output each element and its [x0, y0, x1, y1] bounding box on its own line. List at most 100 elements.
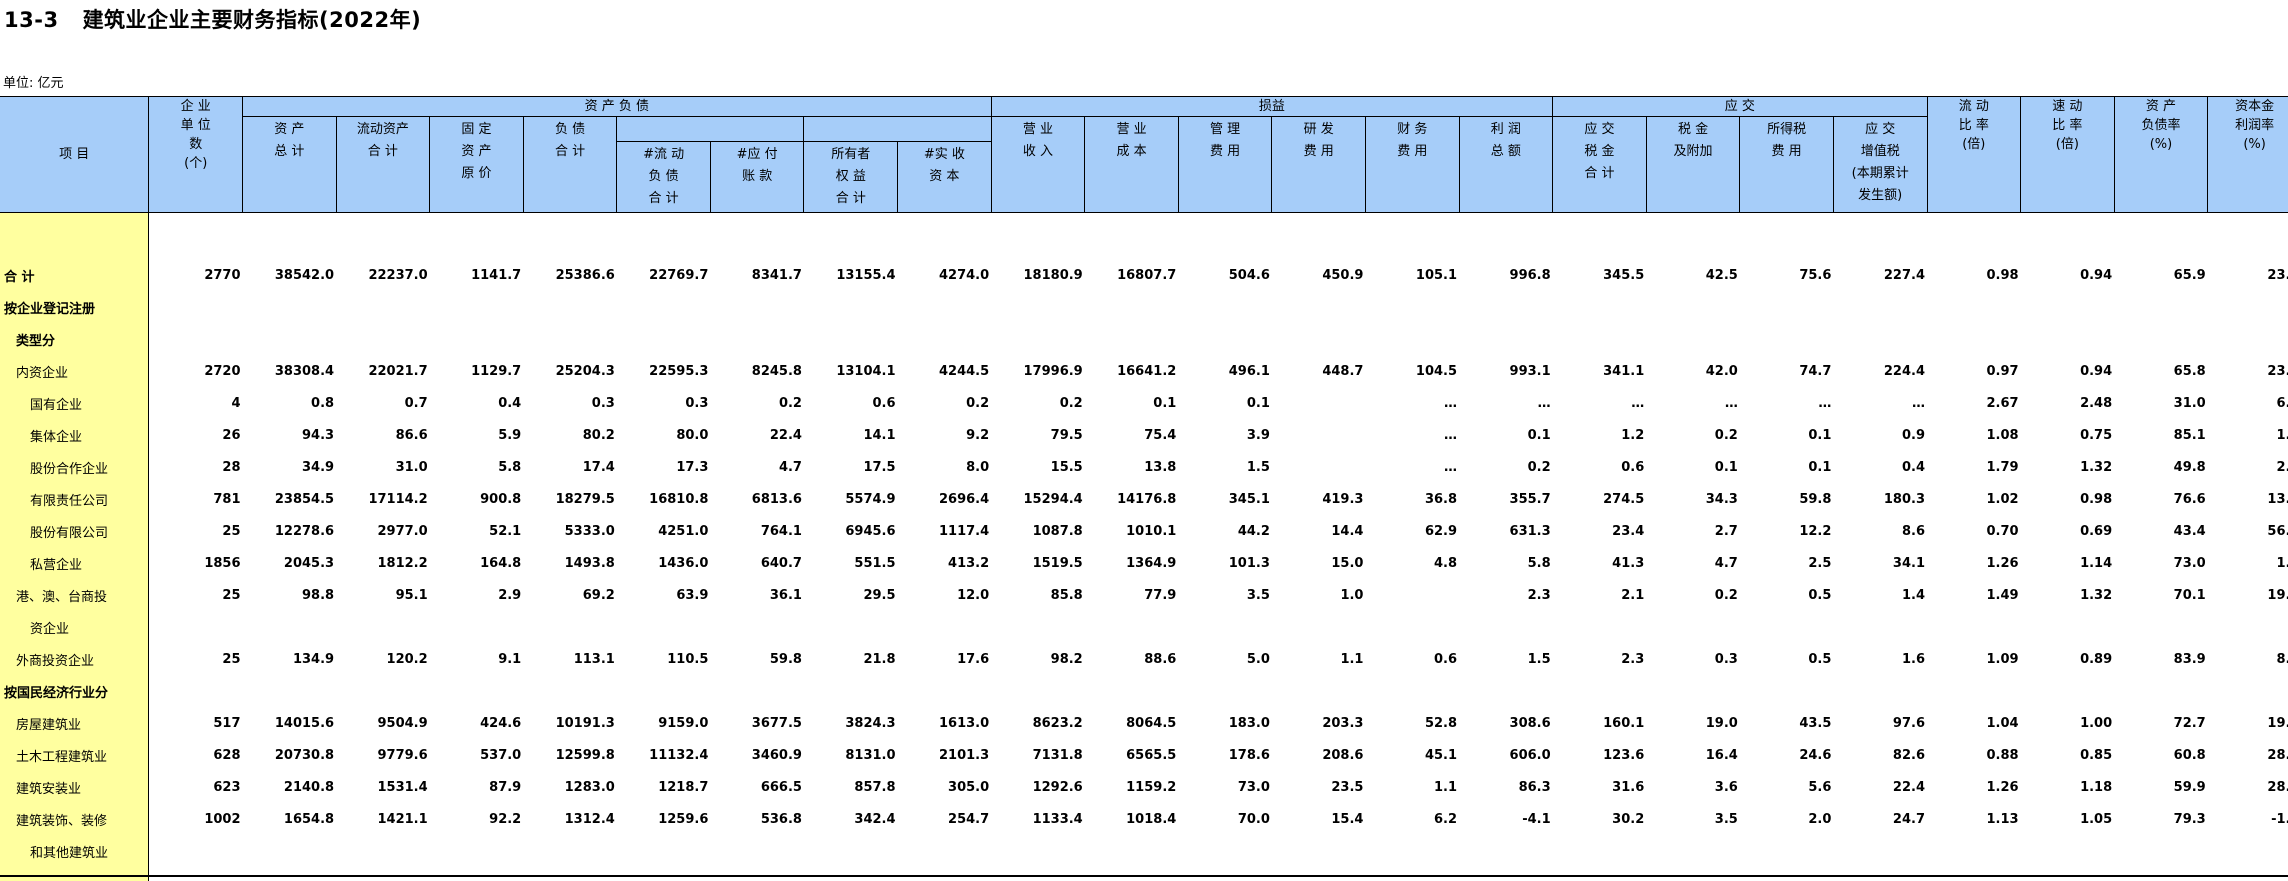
row-label: 私营企业 — [0, 547, 149, 579]
header-current-liabilities: #流 动 负 债 合 计 — [617, 142, 711, 213]
data-cell — [1553, 611, 1647, 643]
data-cell: 22021.7 — [336, 355, 430, 387]
data-cell — [710, 323, 804, 355]
data-cell — [617, 675, 711, 707]
data-cell: 0.69 — [2021, 515, 2115, 547]
data-cell — [1740, 611, 1834, 643]
data-cell: 0.1 — [1085, 387, 1179, 419]
data-cell — [1085, 323, 1179, 355]
data-cell: 80.0 — [617, 419, 711, 451]
data-cell: 105.1 — [1365, 259, 1459, 291]
data-cell: 8.6 — [1833, 515, 1927, 547]
data-cell: 0.3 — [1646, 643, 1740, 675]
data-cell: 1129.7 — [430, 355, 524, 387]
data-cell: 0.89 — [2021, 643, 2115, 675]
data-cell: 308.6 — [1459, 707, 1553, 739]
data-cell: 22.4 — [1833, 771, 1927, 803]
header-group-assets-liabilities: 资 产 负 债 — [243, 97, 992, 117]
data-cell: 0.1 — [1740, 451, 1834, 483]
data-cell — [898, 835, 992, 867]
data-cell: 80.2 — [523, 419, 617, 451]
data-cell: 31.0 — [336, 451, 430, 483]
data-cell: 36.8 — [1365, 483, 1459, 515]
data-cell: 13.8 — [1085, 451, 1179, 483]
data-cell: 3677.5 — [710, 707, 804, 739]
data-cell — [1459, 323, 1553, 355]
data-cell: 0.1 — [1740, 419, 1834, 451]
unit-label: 单位: 亿元 — [3, 72, 64, 91]
header-gap-row — [0, 213, 2288, 260]
data-cell: 19.4 — [2208, 707, 2288, 739]
data-cell: 1.49 — [1927, 579, 2021, 611]
data-cell: 120.2 — [336, 643, 430, 675]
data-cell: 1.26 — [1927, 771, 2021, 803]
header-tax-total: 应 交 税 金 合 计 — [1553, 117, 1647, 213]
data-cell: 9504.9 — [336, 707, 430, 739]
data-cell: 0.1 — [1646, 451, 1740, 483]
data-cell: 857.8 — [804, 771, 898, 803]
data-cell: 59.8 — [710, 643, 804, 675]
header-income-tax: 所得税 费 用 — [1740, 117, 1834, 213]
data-cell — [243, 835, 337, 867]
data-cell: 24.7 — [1833, 803, 1927, 835]
data-cell: 2770 — [149, 259, 243, 291]
data-cell: 6565.5 — [1085, 739, 1179, 771]
data-cell: 12599.8 — [523, 739, 617, 771]
data-cell: 85.1 — [2114, 419, 2208, 451]
data-cell: 2045.3 — [243, 547, 337, 579]
data-cell: 2.0 — [1740, 803, 1834, 835]
data-cell: 0.3 — [617, 387, 711, 419]
row-label: 按国民经济行业分 — [0, 675, 149, 707]
data-cell: 448.7 — [1272, 355, 1366, 387]
data-cell — [1272, 291, 1366, 323]
data-cell: 1018.4 — [1085, 803, 1179, 835]
data-cell: 49.8 — [2114, 451, 2208, 483]
data-cell — [336, 323, 430, 355]
data-cell: 20730.8 — [243, 739, 337, 771]
data-cell: 1.5 — [1459, 643, 1553, 675]
data-cell: … — [1365, 387, 1459, 419]
data-cell — [898, 323, 992, 355]
header-capital-profit-rate: 资本金 利润率 (%) — [2208, 97, 2288, 213]
data-cell: 274.5 — [1553, 483, 1647, 515]
data-cell: 18180.9 — [991, 259, 1085, 291]
data-cell: 28.3 — [2208, 771, 2288, 803]
data-cell: 4274.0 — [898, 259, 992, 291]
data-cell: 537.0 — [430, 739, 524, 771]
data-cell: 79.5 — [991, 419, 1085, 451]
data-cell: 17114.2 — [336, 483, 430, 515]
data-cell: 1002 — [149, 803, 243, 835]
data-cell: 1.4 — [1833, 579, 1927, 611]
data-cell — [1927, 611, 2021, 643]
data-cell: 180.3 — [1833, 483, 1927, 515]
data-cell — [1740, 835, 1834, 867]
data-cell: 34.3 — [1646, 483, 1740, 515]
data-cell: 0.2 — [710, 387, 804, 419]
data-cell: 551.5 — [804, 547, 898, 579]
data-cell: 0.85 — [2021, 739, 2115, 771]
data-cell: 2696.4 — [898, 483, 992, 515]
table-header: 项 目 企 业 单 位 数 (个) 资 产 负 债 损益 应 交 流 动 比 率… — [0, 97, 2288, 213]
data-cell — [243, 323, 337, 355]
data-cell: 623 — [149, 771, 243, 803]
row-label: 外商投资企业 — [0, 643, 149, 675]
data-cell: 75.6 — [1740, 259, 1834, 291]
data-cell: 208.6 — [1272, 739, 1366, 771]
data-cell: 15.4 — [1272, 803, 1366, 835]
data-cell: 4.7 — [710, 451, 804, 483]
data-cell — [1646, 611, 1740, 643]
data-cell: 76.6 — [2114, 483, 2208, 515]
data-cell — [1459, 611, 1553, 643]
data-cell: 2.7 — [2208, 451, 2288, 483]
data-cell — [149, 323, 243, 355]
data-cell: 160.1 — [1553, 707, 1647, 739]
data-cell: 1259.6 — [617, 803, 711, 835]
data-cell: 4.7 — [1646, 547, 1740, 579]
data-cell — [804, 323, 898, 355]
data-cell: … — [1553, 387, 1647, 419]
